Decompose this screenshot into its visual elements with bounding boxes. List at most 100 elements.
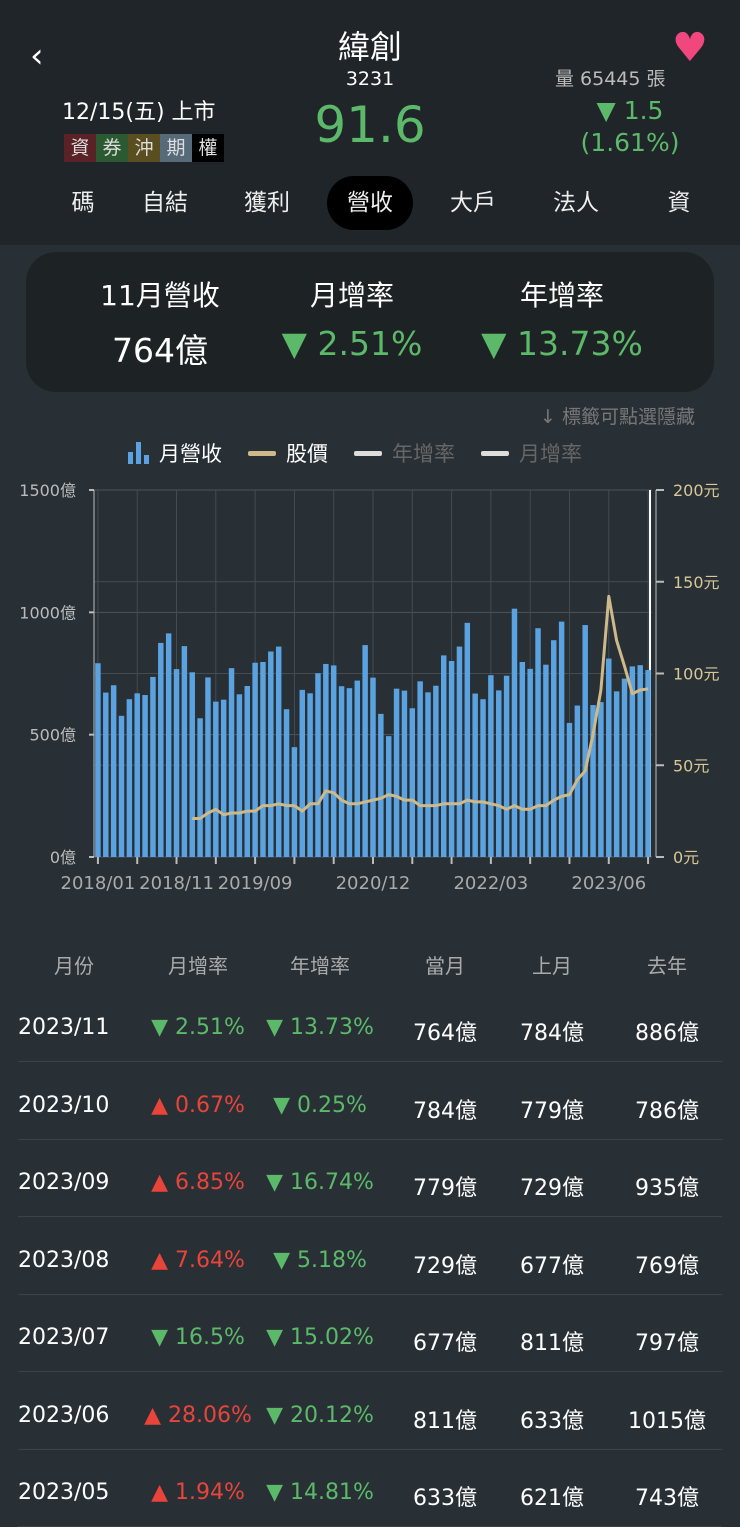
- y-left-tick-label: 500億: [29, 726, 76, 745]
- revenue-bar: [205, 677, 211, 857]
- revenue-bar: [291, 747, 298, 857]
- revenue-bar: [315, 673, 321, 857]
- tab-0[interactable]: 碼: [71, 190, 95, 216]
- trade-date: 12/15(五) 上市: [62, 100, 216, 125]
- prev-month-cell: 779億: [520, 1098, 584, 1124]
- revenue-bar: [621, 678, 628, 857]
- favorite-heart-icon[interactable]: ♥: [672, 25, 708, 71]
- table-row[interactable]: 2023/05 ▲ 1.94% ▼ 14.81% 633億 621億 743億: [18, 1450, 722, 1527]
- tab-6[interactable]: 資: [667, 190, 691, 216]
- back-button[interactable]: ‹: [30, 36, 44, 76]
- x-tick-label: 2022/03: [453, 873, 528, 894]
- revenue-bar: [393, 688, 400, 857]
- revenue-bar: [362, 645, 368, 857]
- yoy-cell: ▼ 15.02%: [266, 1325, 374, 1350]
- last-year-cell: 886億: [635, 1021, 699, 1046]
- y-right-tick-label: 100元: [673, 665, 720, 684]
- revenue-bar: [189, 672, 195, 857]
- revenue-bar: [433, 685, 439, 857]
- revenue-bar: [448, 661, 455, 857]
- table-row[interactable]: 2023/10 ▲ 0.67% ▼ 0.25% 784億 779億 786億: [18, 1063, 722, 1140]
- revenue-chart[interactable]: 0億 500億 1000億 1500億 0元 50元 100元 150元 200元 2018/01…: [0, 470, 740, 900]
- revenue-bar: [268, 651, 274, 857]
- legend-mom[interactable]: 月增率: [519, 442, 582, 466]
- revenue-bar: [134, 693, 140, 857]
- revenue-bar: [441, 655, 447, 857]
- bar-chart-icon: [128, 442, 149, 464]
- month-cell: 2023/06: [18, 1402, 110, 1428]
- yoy-label: 年增率: [519, 279, 604, 312]
- price-change: ▼ 1.5: [596, 96, 664, 125]
- x-tick-label: 2020/12: [336, 873, 411, 894]
- revenue-bar: [543, 664, 549, 857]
- table-row[interactable]: 2023/11 ▼ 2.51% ▼ 13.73% 764億 784億 886億: [18, 985, 722, 1062]
- revenue-bar: [244, 685, 250, 857]
- revenue-bar: [126, 699, 133, 857]
- revenue-bar: [370, 677, 376, 857]
- revenue-bar: [425, 692, 431, 857]
- revenue-bar: [338, 686, 345, 857]
- table-row[interactable]: 2023/08 ▲ 7.64% ▼ 5.18% 729億 677億 769億: [18, 1218, 722, 1295]
- revenue-bar: [181, 646, 188, 857]
- revenue-bar: [456, 646, 463, 857]
- current-cell: 677億: [413, 1331, 477, 1356]
- legend-revenue[interactable]: 月營收: [159, 442, 222, 466]
- tab-1[interactable]: 自結: [142, 190, 188, 216]
- tab-2[interactable]: 獲利: [244, 190, 290, 216]
- revenue-bar: [637, 665, 643, 857]
- mom-cell: ▼ 16.5%: [151, 1325, 245, 1350]
- month-cell: 2023/11: [18, 1015, 110, 1040]
- yoy-cell: ▼ 5.18%: [273, 1247, 367, 1273]
- revenue-bar: [283, 709, 290, 857]
- revenue-summary-card: 11月營收 764億 月增率 ▼ 2.51% 年增率 ▼ 13.73%: [26, 252, 714, 392]
- prev-month-cell: 633億: [520, 1408, 584, 1434]
- col-header-4: 上月: [532, 954, 572, 978]
- yoy-cell: ▼ 14.81%: [266, 1480, 374, 1505]
- current-cell: 811億: [413, 1408, 477, 1434]
- mom-cell: ▲ 6.85%: [151, 1170, 245, 1195]
- stock-code: 3231: [345, 68, 395, 90]
- table-row[interactable]: 2023/06 ▲ 28.06% ▼ 20.12% 811億 633億 1015億: [18, 1373, 722, 1450]
- revenue-bar: [606, 658, 612, 857]
- revenue-bar: [299, 689, 305, 857]
- y-left-tick-label: 1000億: [19, 603, 76, 622]
- last-year-cell: 1015億: [628, 1408, 706, 1434]
- rev-label: 11月營收: [100, 279, 220, 312]
- tab-4[interactable]: 大戶: [450, 190, 496, 216]
- revenue-bar: [401, 690, 408, 857]
- y-right-tick-label: 50元: [673, 756, 709, 775]
- revenue-bar: [150, 676, 156, 857]
- x-tick-label: 2018/01: [61, 873, 136, 894]
- x-tick-label: 2018/11: [139, 873, 214, 894]
- month-cell: 2023/09: [18, 1170, 110, 1195]
- y-left-tick-label: 0億: [50, 848, 76, 867]
- revenue-bar: [511, 608, 518, 857]
- revenue-bar: [503, 675, 510, 857]
- chart-legend: 月營收 股價 年增率 月增率: [128, 438, 582, 468]
- revenue-bar: [645, 670, 651, 857]
- yoy-cell: ▼ 0.25%: [273, 1092, 367, 1118]
- revenue-bar: [613, 691, 620, 857]
- revenue-bar: [346, 688, 353, 857]
- month-cell: 2023/10: [18, 1092, 110, 1118]
- mom-label: 月增率: [309, 279, 394, 312]
- revenue-bar: [323, 663, 329, 857]
- table-row[interactable]: 2023/07 ▼ 16.5% ▼ 15.02% 677億 811億 797億: [18, 1295, 722, 1372]
- yoy-line-icon: [354, 450, 382, 456]
- legend-yoy[interactable]: 年增率: [392, 442, 455, 466]
- prev-month-cell: 784億: [520, 1021, 584, 1046]
- yoy-cell: ▼ 16.74%: [266, 1170, 374, 1195]
- table-row[interactable]: 2023/09 ▲ 6.85% ▼ 16.74% 779億 729億 935億: [18, 1140, 722, 1217]
- price-line-icon: [248, 450, 276, 456]
- legend-price[interactable]: 股價: [286, 442, 328, 466]
- tab-3[interactable]: 營收: [327, 176, 413, 230]
- mom-cell: ▲ 28.06%: [144, 1402, 252, 1428]
- tab-5[interactable]: 法人: [553, 190, 599, 216]
- price-change-pct: (1.61%): [580, 128, 680, 157]
- tag-1: 券: [96, 134, 128, 162]
- revenue-bar: [118, 715, 125, 857]
- revenue-bar: [197, 718, 203, 857]
- last-year-cell: 786億: [635, 1098, 699, 1124]
- mom-cell: ▼ 2.51%: [151, 1015, 245, 1040]
- current-cell: 729億: [413, 1253, 477, 1279]
